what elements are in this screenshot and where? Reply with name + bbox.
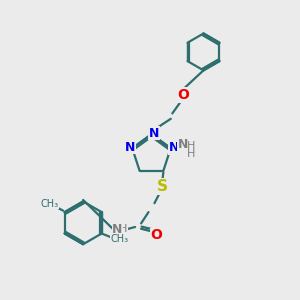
Text: O: O	[151, 228, 163, 242]
Text: S: S	[156, 179, 167, 194]
Text: O: O	[177, 88, 189, 102]
Text: N: N	[169, 141, 179, 154]
Text: N: N	[178, 138, 188, 151]
Text: N: N	[125, 140, 135, 154]
Text: CH₃: CH₃	[110, 235, 129, 244]
Text: H: H	[187, 141, 196, 151]
Text: H: H	[187, 148, 196, 159]
Text: N: N	[112, 223, 122, 236]
Text: CH₃: CH₃	[40, 199, 58, 209]
Text: N: N	[149, 127, 159, 140]
Text: H: H	[119, 224, 128, 234]
